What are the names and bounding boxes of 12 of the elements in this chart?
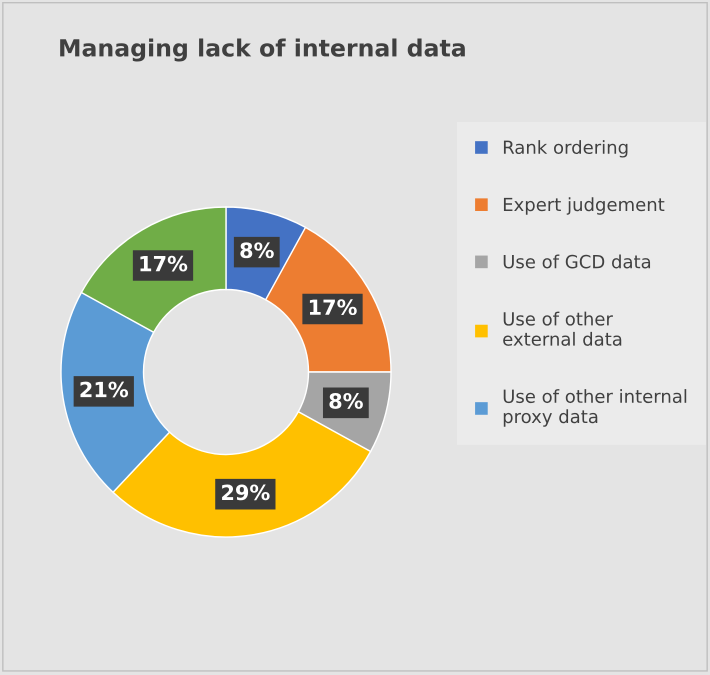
data-label: 21% bbox=[80, 382, 128, 398]
legend-label: Use of GCD data bbox=[504, 254, 650, 268]
chart-title: Managing lack of internal data bbox=[60, 38, 465, 62]
data-label: 8% bbox=[240, 242, 274, 258]
data-label: 29% bbox=[222, 484, 270, 500]
legend-label: Expert judgement bbox=[504, 197, 664, 215]
data-label: 8% bbox=[329, 393, 363, 409]
legend-label: Use of other external data bbox=[503, 312, 622, 346]
data-label: 17% bbox=[140, 256, 188, 272]
legend-label: Rank ordering bbox=[504, 140, 628, 158]
legend-label: Use of other internal proxy data bbox=[504, 389, 686, 427]
data-label: 17% bbox=[310, 299, 357, 316]
